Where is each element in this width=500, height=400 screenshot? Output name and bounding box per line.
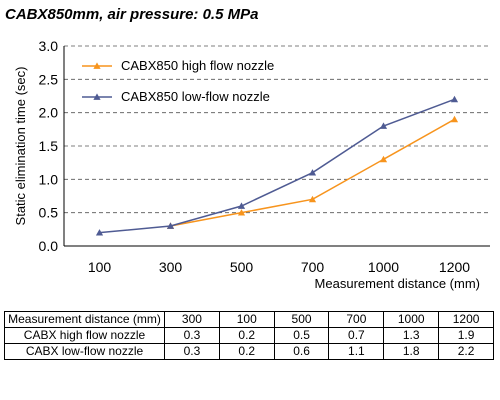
table-header-cell: 1000	[383, 311, 440, 328]
data-point-marker	[308, 195, 317, 203]
y-tick-labels: 0.0 0.5 1.0 1.5 2.0 2.5 3.0	[39, 38, 59, 254]
data-point-marker	[308, 169, 317, 176]
series-line	[99, 98, 455, 234]
legend-marker	[93, 62, 101, 69]
y-tick-label: 3.0	[39, 38, 59, 54]
y-axis-label: Static elimination time (sec)	[13, 67, 28, 226]
table-cell: 0.2	[218, 327, 275, 344]
legend-label: CABX850 high flow nozzle	[121, 58, 274, 73]
data-point-marker	[450, 115, 459, 123]
data-point-marker	[450, 95, 459, 103]
table-header-row: Measurement distance (mm) 300 100 500 70…	[4, 311, 494, 328]
table-cell: 2.2	[438, 343, 494, 360]
data-point-marker	[379, 122, 388, 129]
data-point-marker	[237, 209, 246, 216]
x-tick-label: 100	[88, 259, 112, 275]
x-tick-label: 1200	[439, 259, 470, 275]
table-header-cell: Measurement distance (mm)	[4, 311, 165, 328]
table-header-cell: 700	[328, 311, 385, 328]
table-cell: 1.1	[328, 343, 385, 360]
series-lines	[95, 95, 459, 236]
table-cell: 0.6	[273, 343, 330, 360]
x-tick-label: 1000	[368, 259, 399, 275]
legend-marker	[93, 93, 101, 100]
table-cell: CABX high flow nozzle	[4, 327, 165, 344]
table-cell: 0.7	[328, 327, 385, 344]
data-point-marker	[379, 155, 388, 163]
table-cell: 1.9	[438, 327, 494, 344]
x-tick-label: 300	[159, 259, 183, 275]
table-cell: 1.3	[383, 327, 440, 344]
chart-title: CABX850mm, air pressure: 0.5 MPa	[5, 6, 259, 23]
x-tick-label: 500	[230, 259, 254, 275]
y-tick-label: 1.0	[39, 171, 59, 187]
table-header-cell: 300	[164, 311, 220, 328]
table-cell: 0.2	[218, 343, 275, 360]
x-tick-labels: 100 300 500 700 1000 1200	[88, 259, 470, 275]
y-tick-label: 0.0	[39, 238, 59, 254]
legend: CABX850 high flow nozzle CABX850 low-flow…	[82, 58, 274, 104]
table-cell: 0.3	[164, 327, 220, 344]
x-axis-label: Measurement distance (mm)	[315, 276, 480, 291]
data-table: Measurement distance (mm) 300 100 500 70…	[4, 311, 494, 360]
table-header-cell: 1200	[438, 311, 494, 328]
table-cell: 1.8	[383, 343, 440, 360]
y-tick-label: 1.5	[39, 138, 59, 154]
x-tick-label: 700	[301, 259, 325, 275]
y-tick-label: 2.5	[39, 71, 59, 87]
table-cell: 0.5	[273, 327, 330, 344]
gridlines	[64, 45, 490, 214]
table-header-cell: 500	[273, 311, 330, 328]
data-point-marker	[166, 222, 175, 229]
table-row: CABX high flow nozzle 0.3 0.2 0.5 0.7 1.…	[4, 327, 494, 344]
table-cell: CABX low-flow nozzle	[4, 343, 165, 360]
table-cell: 0.3	[164, 343, 220, 360]
table-header-cell: 100	[218, 311, 275, 328]
legend-label: CABX850 low-flow nozzle	[121, 89, 270, 104]
y-tick-label: 2.0	[39, 105, 59, 121]
data-point-marker	[237, 202, 246, 209]
table-row: CABX low-flow nozzle 0.3 0.2 0.6 1.1 1.8…	[4, 343, 494, 360]
line-chart: 0.0 0.5 1.0 1.5 2.0 2.5 3.0 100 300 500 700 1000 12…	[13, 38, 490, 291]
data-point-marker	[95, 229, 104, 236]
y-tick-label: 0.5	[39, 205, 59, 221]
